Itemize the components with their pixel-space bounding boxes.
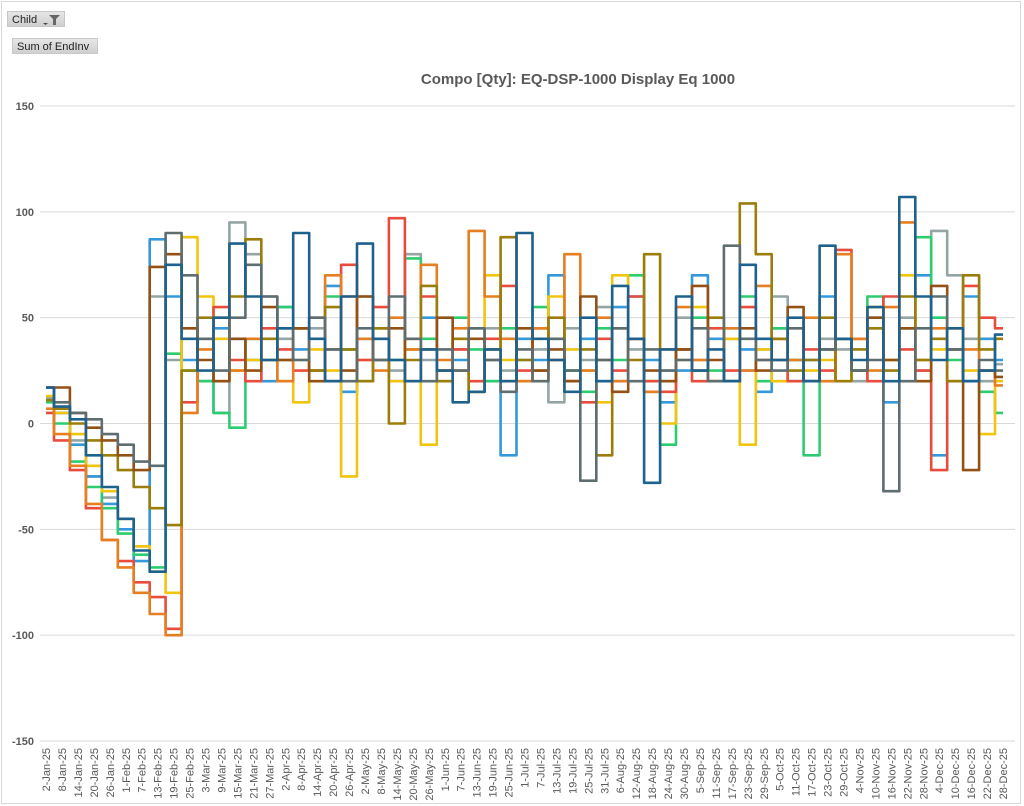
y-tick-label: -150	[12, 736, 34, 748]
x-tick-label: 5-Oct-25	[775, 748, 787, 791]
series-line-5	[46, 221, 1003, 637]
x-tick-label: 13-Jun-25	[472, 748, 484, 798]
x-tick-label: 16-Nov-25	[886, 748, 898, 799]
y-tick-label: -50	[18, 524, 34, 536]
x-tick-label: 20-Apr-25	[328, 748, 340, 797]
x-tick-label: 13-Jul-25	[551, 748, 563, 794]
x-tick-label: 16-Dec-25	[966, 748, 978, 799]
x-tick-label: 15-Mar-25	[232, 748, 244, 799]
x-tick-label: 25-Jul-25	[583, 748, 595, 794]
y-tick-label: 100	[16, 207, 34, 219]
x-tick-label: 6-Aug-25	[615, 748, 627, 793]
x-tick-label: 29-Sep-25	[759, 748, 771, 799]
x-tick-label: 25-Feb-25	[185, 748, 197, 799]
x-tick-label: 1-Jul-25	[520, 748, 532, 788]
x-tick-label: 31-Jul-25	[599, 748, 611, 794]
x-tick-label: 4-Nov-25	[854, 748, 866, 793]
x-tick-label: 19-Feb-25	[169, 748, 181, 799]
x-tick-label: 2-Apr-25	[280, 748, 292, 791]
x-tick-label: 11-Sep-25	[711, 748, 723, 799]
y-tick-label: -100	[12, 630, 34, 642]
series-line-6	[46, 202, 1003, 527]
x-tick-label: 20-May-25	[408, 748, 420, 801]
x-tick-label: 26-May-25	[424, 748, 436, 801]
x-tick-label: 24-Aug-25	[663, 748, 675, 799]
x-tick-label: 7-Jul-25	[535, 748, 547, 788]
x-tick-label: 3-Mar-25	[201, 748, 213, 793]
x-tick-label: 20-Jan-25	[89, 748, 101, 798]
x-tick-label: 10-Dec-25	[950, 748, 962, 799]
series-line-1	[46, 238, 1003, 563]
x-tick-label: 8-May-25	[376, 748, 388, 794]
series-line-9	[46, 195, 1003, 574]
x-tick-label: 13-Feb-25	[153, 748, 165, 799]
x-tick-label: 22-Nov-25	[902, 748, 914, 799]
series-line-0	[46, 221, 1003, 548]
x-tick-label: 7-Jun-25	[456, 748, 468, 791]
x-tick-label: 1-Jun-25	[440, 748, 452, 791]
series-line-8	[46, 231, 1003, 493]
x-tick-label: 14-May-25	[392, 748, 404, 801]
x-tick-label: 28-Dec-25	[998, 748, 1010, 799]
x-tick-label: 19-Jul-25	[567, 748, 579, 794]
y-tick-label: 0	[28, 419, 34, 431]
x-tick-label: 8-Apr-25	[296, 748, 308, 791]
child-field-label: Child	[12, 14, 38, 26]
series-line-7	[46, 252, 1003, 472]
x-tick-label: 27-Mar-25	[264, 748, 276, 799]
x-tick-label: 30-Aug-25	[679, 748, 691, 799]
filter-icon	[43, 15, 60, 25]
x-tick-label: 12-Aug-25	[631, 748, 643, 799]
x-tick-label: 22-Dec-25	[982, 748, 994, 799]
x-tick-label: 8-Jan-25	[57, 748, 69, 791]
x-tick-label: 26-Jan-25	[105, 748, 117, 798]
x-tick-label: 23-Oct-25	[823, 748, 835, 797]
y-tick-label: 150	[16, 101, 34, 113]
x-tick-label: 1-Feb-25	[121, 748, 133, 793]
x-tick-label: 2-Jan-25	[41, 748, 53, 791]
child-field-button[interactable]: Child	[7, 11, 65, 27]
x-tick-label: 14-Apr-25	[312, 748, 324, 797]
x-tick-label: 17-Oct-25	[807, 748, 819, 797]
series-line-3	[46, 235, 1003, 595]
x-tick-label: 23-Sep-25	[743, 748, 755, 799]
x-tick-label: 21-Mar-25	[248, 748, 260, 799]
x-tick-label: 10-Nov-25	[870, 748, 882, 799]
x-tick-label: 28-Nov-25	[918, 748, 930, 799]
x-tick-label: 4-Dec-25	[934, 748, 946, 793]
sum-of-endinv-button[interactable]: Sum of EndInv	[12, 38, 98, 54]
x-tick-label: 14-Jan-25	[73, 748, 85, 798]
x-tick-label: 11-Oct-25	[791, 748, 803, 796]
chart-title: Compo [Qty]: EQ-DSP-1000 Display Eq 1000	[421, 71, 735, 88]
x-tick-label: 29-Oct-25	[839, 748, 851, 797]
x-tick-label: 7-Feb-25	[137, 748, 149, 793]
x-tick-label: 17-Sep-25	[727, 748, 739, 799]
x-tick-label: 2-May-25	[360, 748, 372, 794]
y-tick-label: 50	[22, 313, 34, 325]
x-tick-label: 26-Apr-25	[344, 748, 356, 797]
x-tick-label: 9-Mar-25	[216, 748, 228, 793]
x-tick-label: 19-Jun-25	[488, 748, 500, 798]
x-tick-label: 25-Jun-25	[504, 748, 516, 798]
x-tick-label: 18-Aug-25	[647, 748, 659, 799]
x-tick-label: 5-Sep-25	[695, 748, 707, 793]
